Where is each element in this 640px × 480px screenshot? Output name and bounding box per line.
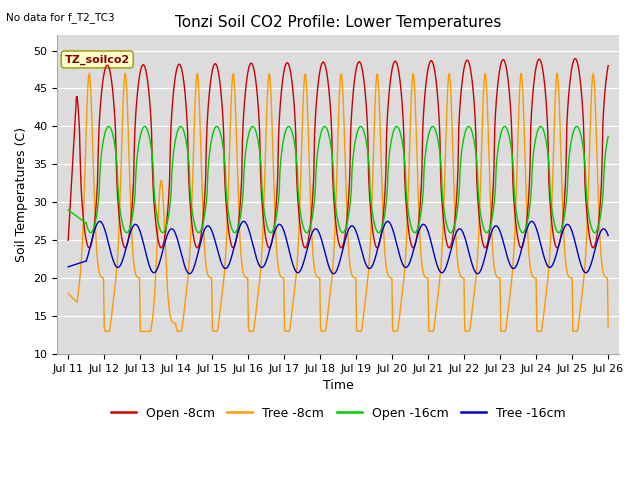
Y-axis label: Soil Temperatures (C): Soil Temperatures (C) xyxy=(15,127,28,262)
Text: TZ_soilco2: TZ_soilco2 xyxy=(65,54,130,65)
X-axis label: Time: Time xyxy=(323,379,353,392)
Text: No data for f_T2_TC3: No data for f_T2_TC3 xyxy=(6,12,115,23)
Title: Tonzi Soil CO2 Profile: Lower Temperatures: Tonzi Soil CO2 Profile: Lower Temperatur… xyxy=(175,15,501,30)
Legend: Open -8cm, Tree -8cm, Open -16cm, Tree -16cm: Open -8cm, Tree -8cm, Open -16cm, Tree -… xyxy=(106,402,571,425)
